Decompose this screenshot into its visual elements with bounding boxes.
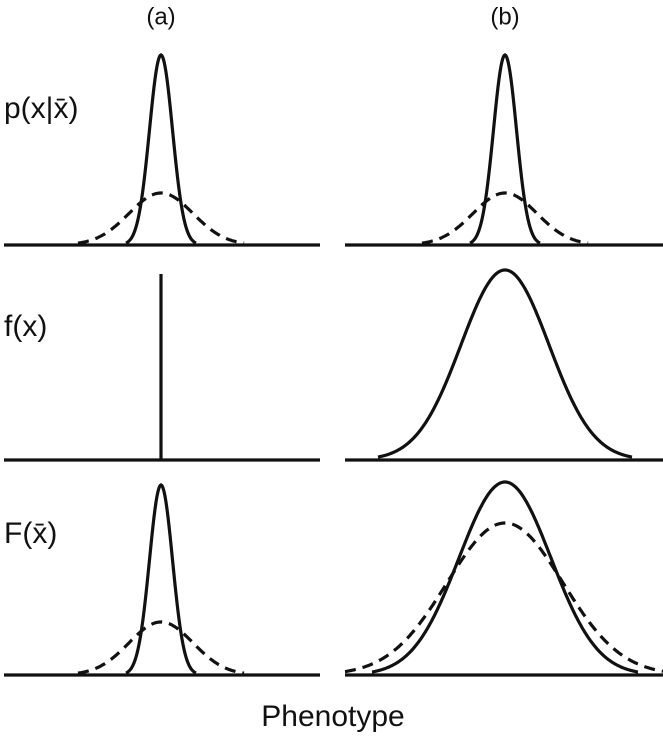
solid-curve [469, 53, 541, 245]
row-label: p(x|x̄) [4, 92, 78, 125]
solid-curve [371, 480, 639, 674]
column-label: (b) [490, 3, 519, 30]
row-label: F(x̄) [4, 517, 57, 550]
dashed-curve [421, 191, 589, 245]
x-axis-label: Phenotype [261, 700, 404, 733]
dashed-curve [344, 521, 663, 674]
column-label: (a) [146, 3, 175, 30]
solid-curve [377, 268, 633, 459]
dashed-curve [77, 620, 245, 675]
row-label: f(x) [4, 310, 47, 343]
solid-curve [125, 53, 197, 245]
solid-curve [125, 483, 197, 675]
dashed-curve [77, 191, 245, 245]
